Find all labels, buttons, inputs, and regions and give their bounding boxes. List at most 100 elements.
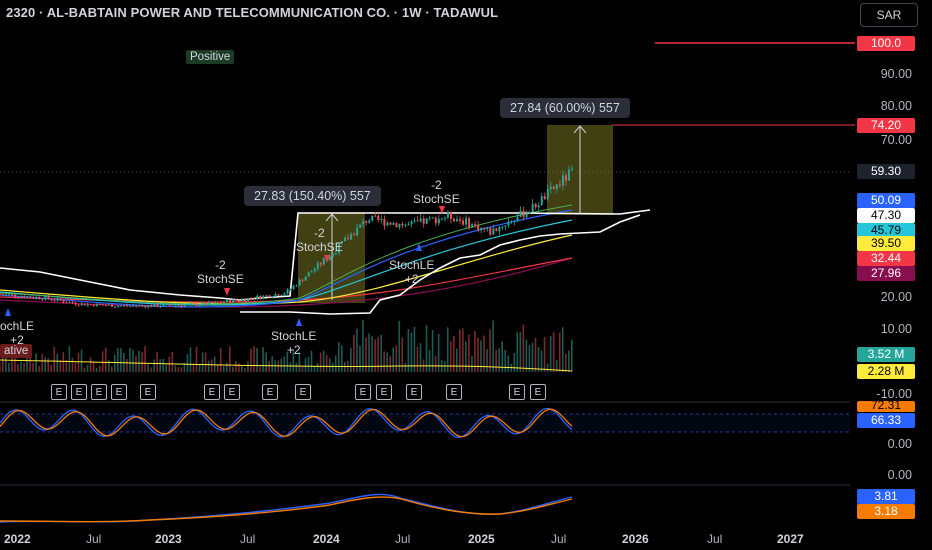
volume-bar [449,341,452,372]
candle-body [195,303,198,306]
candle-body [183,304,186,307]
volume-bar [195,346,198,372]
candle-body [434,217,437,224]
volume-bar [561,327,564,372]
candle-body [238,300,241,302]
volume-bar [192,363,195,372]
earnings-marker[interactable]: E [355,384,371,400]
earnings-marker[interactable]: E [406,384,422,400]
candle-body [340,241,343,244]
earnings-marker[interactable]: E [262,384,278,400]
volume-bar [219,347,222,372]
volume-bar [241,365,243,372]
volume-bar [483,335,485,372]
candle-body [480,227,483,231]
volume-bar [162,358,165,372]
candle-body [186,303,189,305]
volume-bar [304,358,307,372]
volume-bar [74,362,77,372]
volume-bar [428,350,431,372]
candle-body [77,304,80,306]
earnings-marker[interactable]: E [295,384,311,400]
currency-button[interactable]: SAR [860,3,918,27]
candle-body [89,304,92,306]
volume-bar [365,337,367,372]
candle-body [543,196,546,200]
volume-tag: 3.52 M [857,347,915,362]
earnings-marker[interactable]: E [91,384,107,400]
candle-body [83,303,86,306]
volume-bar [250,348,252,372]
volume-bar [210,359,213,372]
stoch-se-label: -2 StochSE [413,178,460,206]
price-tag-last: 59.30 [857,164,915,179]
candle-body [71,301,74,303]
candle-body [201,302,204,306]
earnings-marker[interactable]: E [224,384,240,400]
volume-bar [29,347,31,372]
candle-body [362,221,365,225]
candle-body [144,305,147,308]
volume-bar [20,361,22,372]
volume-bar [380,335,382,372]
earnings-marker[interactable]: E [376,384,392,400]
candle-body [319,263,322,265]
volume-bar [262,347,264,372]
candle-body [204,302,207,305]
volume-bar [401,337,404,372]
volume-bar [53,346,56,372]
candle-body [507,221,510,226]
earnings-marker[interactable]: E [446,384,462,400]
candle-body [53,300,56,302]
candle-body [153,304,156,307]
candle-body [138,305,141,307]
volume-bar [437,333,440,372]
candle-body [374,215,377,217]
candle-body [401,223,404,226]
candle-body [62,300,65,303]
volume-bar [425,325,428,372]
candle-body [110,304,113,307]
candle-body [528,212,531,214]
measurement-label[interactable]: 27.83 (150.40%) 557 [244,186,381,206]
earnings-marker[interactable]: E [140,384,156,400]
candle-body [216,301,219,303]
volume-bar [265,352,267,372]
earnings-marker[interactable]: E [51,384,67,400]
candle-body [416,220,419,222]
candle-body [534,203,537,208]
volume-bar [543,337,546,372]
earnings-marker[interactable]: E [509,384,525,400]
candle-body [44,296,47,300]
ma-yellow [0,234,573,305]
volume-bar [5,350,7,372]
volume-bar [144,346,146,372]
measurement-label[interactable]: 27.84 (60.00%) 557 [500,98,630,118]
candle-body [165,304,168,306]
volume-bar [141,352,143,372]
candle-body [162,304,165,307]
candles [0,165,573,309]
volume-bar [462,328,464,372]
candle-body [189,303,192,305]
volume-bar [59,360,62,372]
candle-body [59,298,62,301]
candle-body [229,299,232,303]
price-tag-ma: 50.09 [857,193,915,208]
earnings-marker[interactable]: E [71,384,87,400]
time-axis-label: 2023 [155,532,182,546]
volume-bar [465,341,467,372]
earnings-marker[interactable]: E [204,384,220,400]
earnings-marker[interactable]: E [111,384,127,400]
candle-body [525,212,528,218]
volume-bar [477,337,479,372]
candle-body [259,295,262,299]
candle-body [26,296,29,298]
candle-body [198,305,201,307]
volume-bar [165,364,168,372]
candle-body [32,297,35,299]
candle-body [126,305,129,307]
time-axis-label: 2025 [468,532,495,546]
earnings-marker[interactable]: E [530,384,546,400]
